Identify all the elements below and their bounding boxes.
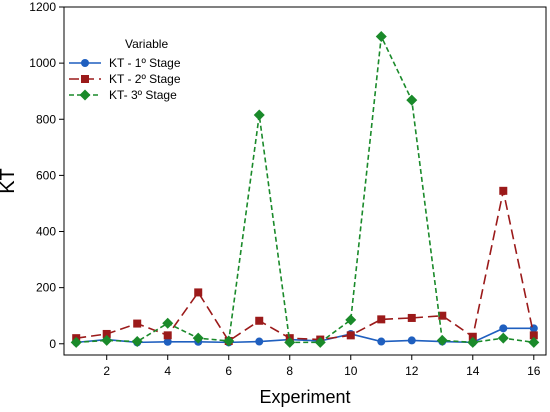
legend-entry: KT - 2º Stage: [69, 72, 181, 86]
data-point: [377, 315, 386, 324]
data-point: [163, 331, 172, 340]
data-point: [528, 336, 540, 348]
data-point: [253, 109, 265, 121]
series-line: [76, 33, 534, 344]
data-point: [131, 336, 143, 348]
data-point: [314, 336, 326, 348]
data-point: [255, 337, 264, 346]
x-tick-label: 2: [103, 364, 110, 378]
legend-swatch-marker: [79, 89, 91, 101]
data-point: [529, 331, 538, 340]
legend-title: Variable: [125, 37, 168, 51]
x-axis-label: Experiment: [259, 387, 350, 407]
data-point: [407, 313, 416, 322]
legend-swatch-marker: [81, 75, 89, 83]
plot-area: [63, 6, 547, 356]
x-tick-label: 4: [164, 364, 171, 378]
x-tick-label: 10: [344, 364, 358, 378]
legend-label: KT- 3º Stage: [109, 88, 177, 102]
y-tick-label: 400: [36, 225, 56, 239]
y-tick-label: 0: [49, 337, 56, 351]
legend-label: KT - 2º Stage: [109, 72, 181, 86]
data-point: [375, 30, 387, 42]
data-point: [345, 314, 357, 326]
legend-entry: KT - 1º Stage: [69, 56, 181, 70]
data-point: [377, 337, 386, 346]
data-point: [468, 332, 477, 341]
data-point: [407, 336, 416, 345]
data-point: [436, 334, 448, 346]
data-point: [102, 329, 111, 338]
series-line: [76, 190, 535, 343]
data-point: [192, 332, 204, 344]
data-point: [438, 311, 447, 320]
data-point: [406, 94, 418, 106]
y-axis-label: KT: [0, 168, 19, 194]
data-point: [499, 324, 508, 333]
series-line: [76, 327, 534, 344]
data-point: [223, 335, 235, 347]
legend-entry: KT- 3º Stage: [69, 88, 177, 102]
data-point: [497, 332, 509, 344]
data-point: [255, 316, 264, 325]
x-tick-label: 8: [286, 364, 293, 378]
series-3: [70, 30, 540, 348]
x-tick-label: 16: [527, 364, 541, 378]
data-point: [133, 319, 142, 328]
y-tick-label: 600: [36, 168, 56, 182]
legend-label: KT - 1º Stage: [109, 56, 181, 70]
y-tick-label: 800: [36, 112, 56, 126]
data-point: [70, 336, 82, 348]
x-tick-label: 12: [405, 364, 419, 378]
y-tick-label: 1200: [29, 0, 56, 14]
data-point: [467, 336, 479, 348]
y-tick-label: 200: [36, 281, 56, 295]
data-point: [162, 317, 174, 329]
legend-swatch-marker: [81, 59, 89, 67]
data-point: [194, 288, 203, 297]
data-point: [346, 331, 355, 340]
data-point: [284, 336, 296, 348]
x-tick-label: 14: [466, 364, 480, 378]
axes: 0 200 400 600 800 1000 1200 2 4 6 8 10 12 14 16: [29, 0, 540, 378]
data-point: [163, 337, 172, 346]
x-tick-label: 6: [225, 364, 232, 378]
data-point: [499, 186, 508, 195]
legend: Variable KT - 1º Stage KT - 2º Stage KT- 3…: [69, 37, 181, 102]
y-tick-label: 1000: [29, 56, 56, 70]
series-2: [72, 186, 538, 345]
data-point: [101, 334, 113, 346]
series-layer: [70, 30, 540, 348]
